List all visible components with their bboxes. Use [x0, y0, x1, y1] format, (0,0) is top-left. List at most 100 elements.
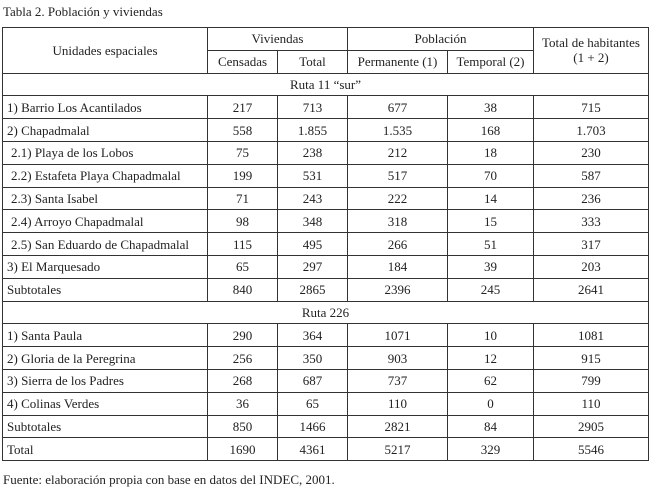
cell-value: 317: [533, 232, 649, 256]
cell-value: 677: [347, 95, 448, 120]
cell-value: 903: [347, 346, 448, 370]
cell-value: 243: [277, 186, 348, 211]
cell-value: 5546: [533, 437, 649, 462]
cell-value: 531: [277, 163, 348, 188]
header-unidades: Unidades espaciales: [2, 27, 208, 74]
row-label: 2) Chapadmalal: [2, 118, 208, 142]
cell-value: 495: [277, 232, 348, 256]
cell-value: 333: [533, 209, 649, 234]
cell-value: 199: [207, 163, 278, 188]
table-row: 2.1) Playa de los Lobos 75 238 212 18 230: [2, 140, 649, 165]
cell-value: 5217: [347, 437, 448, 462]
table-row: 1) Barrio Los Acantilados 217 713 677 38 715: [2, 95, 649, 120]
header-permanente: Permanente (1): [347, 49, 448, 74]
row-label: 2.3) Santa Isabel: [2, 186, 208, 211]
total-row: Total 1690 4361 5217 329 5546: [2, 437, 649, 462]
cell-value: 15: [447, 209, 534, 234]
cell-value: 558: [207, 118, 278, 142]
table-row: 3) El Marquesado 65 297 184 39 203: [2, 254, 649, 279]
table-row: 2) Chapadmalal 558 1.855 1.535 168 1.703: [2, 118, 649, 142]
cell-value: 318: [347, 209, 448, 234]
cell-value: 184: [347, 254, 448, 279]
cell-value: 799: [533, 368, 649, 393]
section-label: Ruta 226: [2, 300, 649, 325]
cell-value: 4361: [277, 437, 348, 462]
table-row: 2) Gloria de la Peregrina 256 350 903 12 915: [2, 346, 649, 370]
cell-value: 245: [447, 277, 534, 302]
section-label: Ruta 11 “sur”: [2, 72, 649, 97]
cell-value: 1.535: [347, 118, 448, 142]
cell-value: 115: [207, 232, 278, 256]
cell-value: 364: [277, 323, 348, 348]
cell-value: 2641: [533, 277, 649, 302]
table-row: 1) Santa Paula 290 364 1071 10 1081: [2, 323, 649, 348]
section-row: Ruta 11 “sur”: [2, 72, 649, 97]
cell-value: 168: [447, 118, 534, 142]
cell-value: 1690: [207, 437, 278, 462]
cell-value: 687: [277, 368, 348, 393]
cell-value: 212: [347, 140, 448, 165]
table-row: 4) Colinas Verdes 36 65 110 0 110: [2, 391, 649, 416]
cell-value: 65: [277, 391, 348, 416]
population-table: Unidades espaciales Viviendas Población …: [2, 27, 649, 462]
table-row: 2.4) Arroyo Chapadmalal 98 348 318 15 333: [2, 209, 649, 234]
row-label: 2.4) Arroyo Chapadmalal: [2, 209, 208, 234]
cell-value: 75: [207, 140, 278, 165]
cell-value: 217: [207, 95, 278, 120]
cell-value: 266: [347, 232, 448, 256]
cell-value: 587: [533, 163, 649, 188]
cell-value: 2396: [347, 277, 448, 302]
cell-value: 110: [347, 391, 448, 416]
row-label: Subtotales: [2, 414, 208, 439]
cell-value: 222: [347, 186, 448, 211]
cell-value: 36: [207, 391, 278, 416]
cell-value: 10: [447, 323, 534, 348]
cell-value: 203: [533, 254, 649, 279]
cell-value: 14: [447, 186, 534, 211]
cell-value: 18: [447, 140, 534, 165]
cell-value: 70: [447, 163, 534, 188]
cell-value: 62: [447, 368, 534, 393]
cell-value: 1081: [533, 323, 649, 348]
cell-value: 1071: [347, 323, 448, 348]
row-label: 1) Santa Paula: [2, 323, 208, 348]
header-total-habitantes: Total de habitantes (1 + 2): [533, 27, 649, 74]
cell-value: 2865: [277, 277, 348, 302]
table-row: 3) Sierra de los Padres 268 687 737 62 799: [2, 368, 649, 393]
row-label: 2.2) Estafeta Playa Chapadmalal: [2, 163, 208, 188]
cell-value: 348: [277, 209, 348, 234]
table-body: Ruta 11 “sur” 1) Barrio Los Acantilados 21…: [2, 72, 649, 462]
table-row: 2.3) Santa Isabel 71 243 222 14 236: [2, 186, 649, 211]
cell-value: 1.855: [277, 118, 348, 142]
cell-value: 350: [277, 346, 348, 370]
header-viviendas: Viviendas: [207, 27, 348, 51]
cell-value: 517: [347, 163, 448, 188]
cell-value: 329: [447, 437, 534, 462]
row-label: 2.5) San Eduardo de Chapadmalal: [2, 232, 208, 256]
cell-value: 236: [533, 186, 649, 211]
cell-value: 12: [447, 346, 534, 370]
cell-value: 0: [447, 391, 534, 416]
section-row: Ruta 226: [2, 300, 649, 325]
table-caption: Tabla 2. Población y viviendas: [3, 4, 163, 19]
subtotal-row: Subtotales 850 1466 2821 84 2905: [2, 414, 649, 439]
row-label: Subtotales: [2, 277, 208, 302]
cell-value: 297: [277, 254, 348, 279]
cell-value: 268: [207, 368, 278, 393]
cell-value: 850: [207, 414, 278, 439]
table-row: 2.5) San Eduardo de Chapadmalal 115 495 266…: [2, 232, 649, 256]
row-label: 4) Colinas Verdes: [2, 391, 208, 416]
row-label: 2) Gloria de la Peregrina: [2, 346, 208, 370]
cell-value: 290: [207, 323, 278, 348]
header-censadas: Censadas: [207, 49, 278, 74]
header-temporal: Temporal (2): [447, 49, 534, 74]
cell-value: 1466: [277, 414, 348, 439]
row-label: 2.1) Playa de los Lobos: [2, 140, 208, 165]
subtotal-row: Subtotales 840 2865 2396 245 2641: [2, 277, 649, 302]
row-label: 3) El Marquesado: [2, 254, 208, 279]
header-poblacion: Población: [347, 27, 534, 51]
cell-value: 110: [533, 391, 649, 416]
row-label: 3) Sierra de los Padres: [2, 368, 208, 393]
cell-value: 256: [207, 346, 278, 370]
cell-value: 713: [277, 95, 348, 120]
